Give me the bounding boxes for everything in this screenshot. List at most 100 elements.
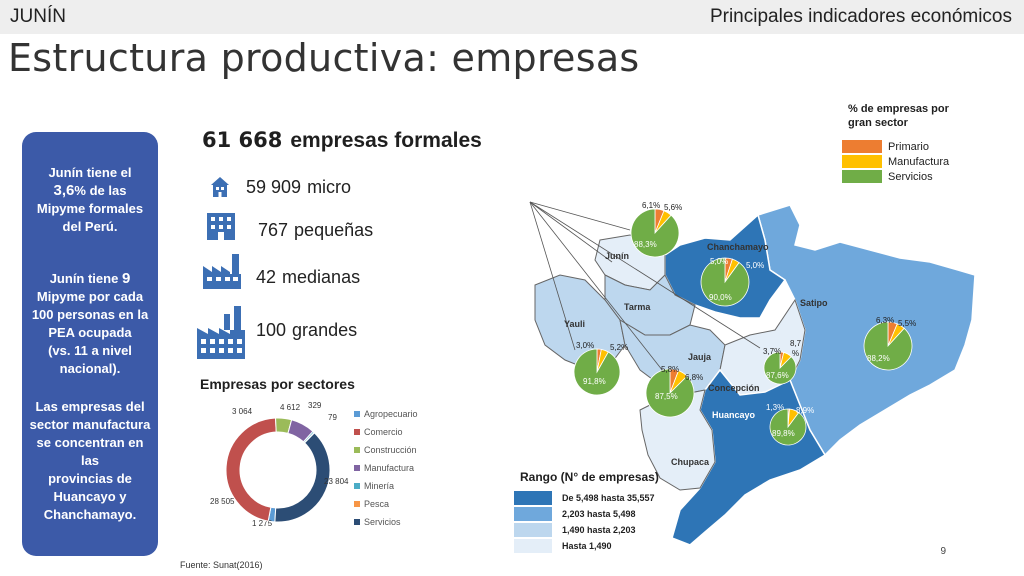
pie-label-junin-serv: 88,3% [634, 240, 657, 249]
pie-label-satipo-serv: 88,2% [867, 354, 890, 363]
map-legend-title: % de empresas por gran sector [848, 102, 949, 130]
header-bar [0, 0, 1024, 34]
kpi-medium-value: 42 [256, 267, 277, 287]
house-icon [211, 177, 229, 197]
legend-label: Servicios [364, 517, 401, 527]
donut-slice [274, 432, 331, 523]
sectors-legend: Agropecuario Comercio Construcción Manufact… [354, 405, 418, 531]
sector-legend-swatch [842, 140, 882, 153]
pie-label-tarma-manuf: 6,8% [685, 373, 703, 382]
legend-item: Construcción [354, 441, 418, 459]
province-label-jauja: Jauja [688, 352, 712, 362]
pie-slice-yauli [573, 348, 621, 396]
legend-item: Minería [354, 477, 418, 495]
junin-province-map: Junín Chanchamayo Tarma Satipo Yauli Jau… [529, 201, 976, 546]
donut-value-label: 28 505 [210, 497, 235, 506]
donut-value-label: 23 804 [324, 477, 349, 486]
pie-slice-concepcion [763, 351, 797, 385]
legend-label: Manufactura [364, 463, 415, 473]
kpi-large-label: grandes [292, 320, 358, 340]
range-legend-item: 1,490 hasta 2,203 [514, 522, 655, 538]
range-legend-item: 2,203 hasta 5,498 [514, 506, 655, 522]
legend-swatch [354, 483, 360, 489]
range-legend-swatch [514, 523, 552, 537]
info-text: (vs. 11 a nivel [48, 343, 132, 358]
kpi-micro: 59 909 micro [246, 177, 351, 198]
province-label-junin: Junín [605, 251, 629, 261]
info-highlight: 3,6 [53, 182, 75, 199]
legend-item: Agropecuario [354, 405, 418, 423]
legend-swatch [354, 519, 360, 525]
sector-color-legend: Primario Manufactura Servicios [842, 139, 949, 184]
info-text: del Perú. [62, 219, 118, 234]
info-text: Huancayo y [53, 489, 127, 504]
sectors-title: Empresas por sectores [200, 376, 355, 392]
province-pies [573, 208, 913, 446]
province-label-tarma: Tarma [624, 302, 651, 312]
info-text: Junín tiene [49, 271, 119, 286]
kpi-large: 100 grandes [256, 320, 357, 341]
province-label-concepcion: Concepción [708, 383, 760, 393]
legend-label: Minería [364, 481, 395, 491]
province-label-huancayo: Huancayo [712, 410, 756, 420]
industrial-plant-icon [197, 306, 245, 359]
sector-legend-item: Primario [842, 139, 949, 154]
range-legend-item: De 5,498 hasta 35,557 [514, 490, 655, 506]
legend-swatch [354, 411, 360, 417]
range-legend-label: De 5,498 hasta 35,557 [562, 493, 655, 503]
legend-swatch [354, 429, 360, 435]
donut-value-label: 79 [328, 413, 337, 422]
source-note: Fuente: Sunat(2016) [180, 560, 263, 570]
pie-label-huancayo-primary: 1,3% [766, 403, 784, 412]
info-text: sector manufactura [29, 417, 151, 432]
legend-swatch [354, 447, 360, 453]
legend-label: Agropecuario [364, 409, 418, 419]
range-legend-label: 1,490 hasta 2,203 [562, 525, 636, 535]
pie-slice-huancayo [769, 408, 807, 446]
pie-label-satipo-manuf: 5,5% [898, 319, 916, 328]
kpi-micro-label: micro [307, 177, 352, 197]
kpi-total: 61 668 empresas formales [202, 128, 482, 153]
info-text: Junín tiene el [48, 165, 132, 180]
pie-label-yauli-primary: 3,0% [576, 341, 594, 350]
pie-label-junin-primary: 6,1% [642, 201, 660, 210]
pie-label-satipo-primary: 6,3% [876, 316, 894, 325]
map-legend-title-line: % de empresas por [848, 103, 949, 115]
province-label-yauli: Yauli [564, 319, 585, 329]
legend-item: Pesca [354, 495, 418, 513]
range-legend-title: Rango (N° de empresas) [520, 470, 659, 484]
pie-slice-chanchamayo [700, 257, 750, 307]
pie-label-tarma-primary: 5,8% [661, 365, 679, 374]
info-text: se concentran en las [36, 435, 144, 468]
pie-label-yauli-serv: 91,8% [583, 377, 606, 386]
legend-item: Comercio [354, 423, 418, 441]
sectors-donut-chart: 1 275 28 505 3 064 4 612 329 79 23 804 [210, 401, 349, 528]
sector-legend-swatch [842, 155, 882, 168]
province-label-satipo: Satipo [800, 298, 828, 308]
range-legend-swatch [514, 491, 552, 505]
province-yauli [534, 274, 626, 371]
info-text: 100 personas en la [31, 307, 149, 322]
province-label-chanchamayo: Chanchamayo [707, 242, 769, 252]
office-building-icon [207, 213, 235, 240]
range-legend-item: Hasta 1,490 [514, 538, 655, 554]
legend-label: Pesca [364, 499, 390, 509]
region-label: JUNÍN [10, 6, 66, 27]
kpi-total-value: 61 668 [202, 128, 283, 152]
info-panel: Junín tiene el 3,6% de las Mipyme formal… [22, 132, 158, 556]
donut-value-label: 3 064 [232, 407, 253, 416]
sector-legend-swatch [842, 170, 882, 183]
info-text: provincias de [48, 471, 132, 486]
pie-slice-junin [630, 208, 680, 258]
pie-label-concepcion-serv: 87,6% [766, 371, 789, 380]
legend-item: Manufactura [354, 459, 418, 477]
pie-label-huancayo-serv: 89,8% [772, 429, 795, 438]
donut-value-label: 1 275 [252, 519, 273, 528]
pie-label-chanchamayo-primary: 5,0% [710, 257, 728, 266]
info-paragraph-manufacture: Las empresas del sector manufactura se c… [26, 398, 154, 524]
section-label: Principales indicadores económicos [709, 6, 1012, 27]
sector-legend-item: Servicios [842, 169, 949, 184]
info-text: Mipyme formales [36, 201, 144, 216]
range-legend-label: 2,203 hasta 5,498 [562, 509, 636, 519]
pie-label-junin-manuf: 5,6% [664, 203, 682, 212]
